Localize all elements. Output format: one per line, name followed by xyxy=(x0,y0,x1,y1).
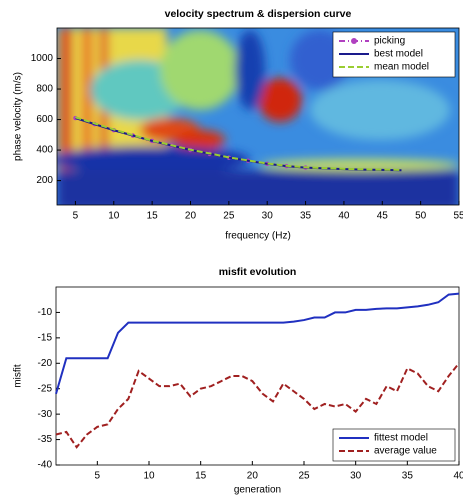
x-tick-label: 10 xyxy=(143,471,155,482)
x-axis-label: frequency (Hz) xyxy=(225,231,291,242)
y-tick-label: -25 xyxy=(38,383,53,394)
legend-label: fittest model xyxy=(374,433,428,444)
x-tick-label: 50 xyxy=(415,211,427,222)
legend-label: best model xyxy=(374,49,423,60)
x-tick-label: 35 xyxy=(402,471,414,482)
series-line xyxy=(75,116,402,171)
legend-label: picking xyxy=(374,36,405,47)
x-tick-label: 20 xyxy=(247,471,259,482)
y-tick-label: -10 xyxy=(38,307,53,318)
x-tick-label: 40 xyxy=(453,471,463,482)
y-tick-label: -20 xyxy=(38,358,53,369)
x-tick-label: 5 xyxy=(95,471,101,482)
legend-box xyxy=(332,428,456,462)
y-tick-label: 400 xyxy=(36,145,53,156)
legend-label: average value xyxy=(374,446,437,457)
series-line xyxy=(55,362,460,449)
chart-title: velocity spectrum & dispersion curve xyxy=(165,8,352,20)
y-tick-label: -35 xyxy=(38,434,53,445)
y-axis-label: misfit xyxy=(13,364,24,388)
x-tick-label: 30 xyxy=(262,211,274,222)
y-tick-label: 800 xyxy=(36,84,53,95)
y-axis-label: phase velocity (m/s) xyxy=(13,72,24,161)
y-tick-label: 1000 xyxy=(31,53,54,64)
legend-marker xyxy=(351,38,357,44)
y-tick-label: 200 xyxy=(36,175,53,186)
x-tick-label: 15 xyxy=(195,471,207,482)
x-tick-label: 5 xyxy=(73,211,79,222)
plot-frame xyxy=(55,286,460,466)
y-tick-label: -30 xyxy=(38,409,53,420)
chart-title: misfit evolution xyxy=(219,266,297,278)
x-tick-label: 25 xyxy=(298,471,310,482)
y-tick-label: 600 xyxy=(36,114,53,125)
plot-frame xyxy=(56,27,460,206)
x-tick-label: 10 xyxy=(108,211,120,222)
x-tick-label: 20 xyxy=(185,211,197,222)
x-axis-label: generation xyxy=(234,485,281,496)
x-tick-label: 15 xyxy=(147,211,159,222)
y-tick-label: -40 xyxy=(38,460,53,471)
x-tick-label: 25 xyxy=(223,211,235,222)
x-tick-label: 55 xyxy=(453,211,463,222)
x-tick-label: 40 xyxy=(338,211,350,222)
x-tick-label: 30 xyxy=(350,471,362,482)
x-tick-label: 35 xyxy=(300,211,312,222)
legend-label: mean model xyxy=(374,62,429,73)
series-line xyxy=(55,292,460,395)
x-tick-label: 45 xyxy=(377,211,389,222)
y-tick-label: -15 xyxy=(38,332,53,343)
